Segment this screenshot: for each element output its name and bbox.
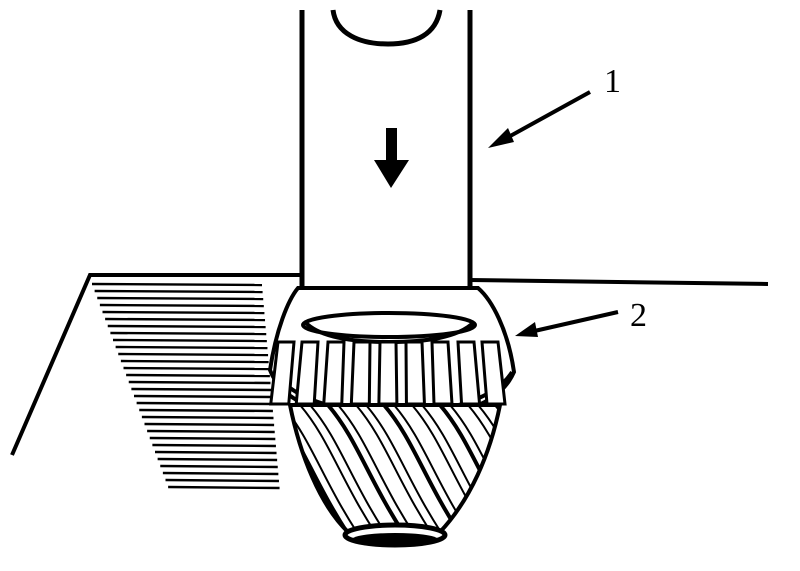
bearing-roller <box>430 340 454 406</box>
hatch-line <box>105 317 266 322</box>
pinion-gear <box>287 403 586 548</box>
bearing-roller <box>404 340 427 406</box>
gear-tooth <box>290 405 354 532</box>
hatch-line <box>160 464 278 469</box>
bearing-roller <box>456 340 482 406</box>
hatch-line <box>149 436 276 441</box>
hatch-line <box>141 415 274 420</box>
hatch-line <box>139 408 273 413</box>
press-bed <box>10 273 769 456</box>
hatch-line <box>165 478 279 483</box>
gear-tooth <box>355 405 437 532</box>
callout-1: 1 <box>488 63 621 148</box>
bed-shadow-hatching <box>91 282 280 490</box>
gear-tooth-edge <box>309 405 391 532</box>
bearing-roller <box>377 340 399 406</box>
hatch-line <box>128 380 271 385</box>
hatch-line <box>154 450 277 455</box>
gear-tooth <box>326 405 410 532</box>
hatch-line <box>123 366 270 371</box>
hatch-line <box>118 352 269 357</box>
hatch-line <box>112 338 267 343</box>
hatch-line <box>110 331 267 336</box>
gear-tooth-edge <box>337 405 419 532</box>
gear-tooth-edge <box>365 405 447 532</box>
bearing-roller <box>349 340 372 406</box>
down-arrow-icon <box>374 128 409 188</box>
gear-tooth <box>299 405 381 532</box>
gear-tooth <box>467 405 500 532</box>
bearing-rollers <box>269 340 507 406</box>
hatch-line <box>157 457 278 462</box>
hatch-line <box>115 345 268 350</box>
hatch-line <box>99 303 264 308</box>
hatch-line <box>162 471 279 476</box>
gear-tooth-edge <box>477 405 500 532</box>
hatch-line <box>133 394 272 399</box>
gear-tooth-edge <box>506 405 586 540</box>
hatch-line <box>136 401 273 406</box>
hatch-line <box>102 310 265 315</box>
callout-1-label: 1 <box>604 63 621 100</box>
gear-tooth <box>494 405 500 532</box>
gear-tooth <box>438 405 500 532</box>
hatch-line <box>168 485 280 490</box>
callout-2: 2 <box>515 297 647 337</box>
hatch-line <box>97 296 264 301</box>
hatch-line <box>91 282 263 287</box>
hatch-line <box>94 289 263 294</box>
bearing-roller <box>480 340 507 406</box>
hatch-line <box>120 359 269 364</box>
hatch-line <box>126 373 270 378</box>
hatch-line <box>144 422 275 427</box>
callout-2-label: 2 <box>630 297 647 334</box>
hatch-line <box>152 443 276 448</box>
hatch-line <box>107 324 266 329</box>
hatch-line <box>131 387 272 392</box>
bearing-roller <box>322 340 346 406</box>
hatch-line <box>147 429 275 434</box>
